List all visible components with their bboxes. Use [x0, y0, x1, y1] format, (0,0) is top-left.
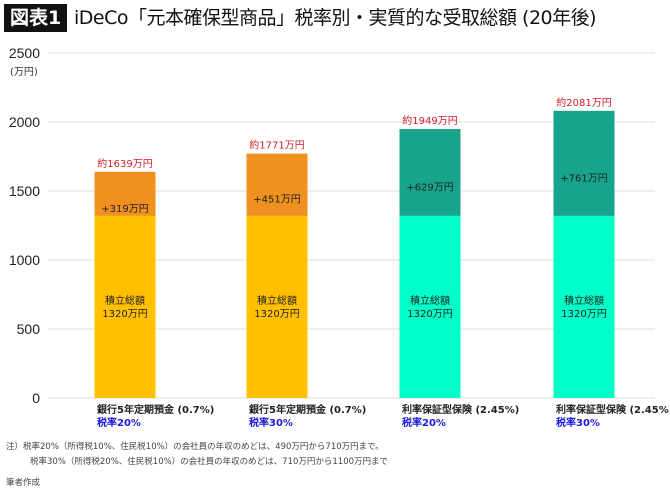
gain-label: +629万円 [406, 182, 453, 193]
y-tick-label: 1000 [9, 252, 40, 268]
base-label-line1: 積立総額 [564, 294, 604, 307]
base-label-line2: 1320万円 [407, 309, 452, 320]
tax-rate-label: 税率20% [402, 416, 446, 429]
bar-base [399, 215, 461, 398]
base-label-line2: 1320万円 [254, 309, 299, 320]
gain-label: +761万円 [560, 173, 607, 184]
bar-base [94, 215, 156, 398]
bar-base [553, 215, 615, 398]
note-line-1: 注）税率20%（所得税10%、住民税10%）の会社員の年収のめどは、490万円か… [6, 442, 384, 452]
y-tick-label: 2500 [9, 45, 40, 61]
bar-gain [553, 110, 615, 216]
source-note: 筆者作成 [6, 478, 41, 488]
category-label: 利率保証型保険 (2.45%) [556, 403, 670, 416]
base-label-line1: 積立総額 [410, 294, 450, 307]
chart-title: iDeCo「元本確保型商品」税率別・実質的な受取総額 (20年後) [74, 7, 597, 29]
y-tick-label: 2000 [9, 114, 40, 130]
tax-rate-label: 税率30% [556, 416, 600, 429]
gain-label: +451万円 [253, 195, 300, 206]
y-tick-label: 0 [32, 390, 40, 406]
y-axis-unit: (万円) [10, 67, 38, 78]
total-label: 約1771万円 [249, 139, 304, 152]
category-label: 銀行5年定期預金 (0.7%) [97, 403, 214, 416]
base-label-line1: 積立総額 [257, 294, 297, 307]
bar-base [246, 215, 308, 398]
bar-gain [399, 129, 461, 216]
y-tick-label: 1500 [9, 183, 40, 199]
figure-badge: 図表1 [4, 4, 68, 32]
note-line-2: 税率30%（所得税20%、住民税10%）の会社員の年収のめどは、710万円から1… [30, 457, 389, 467]
category-label: 銀行5年定期預金 (0.7%) [249, 403, 366, 416]
base-label-line1: 積立総額 [105, 294, 145, 307]
tax-rate-label: 税率30% [249, 416, 293, 429]
total-label: 約2081万円 [556, 96, 611, 109]
total-label: 約1639万円 [97, 157, 152, 170]
y-tick-label: 500 [17, 321, 41, 337]
bar-gain [94, 171, 156, 216]
gain-label: +319万円 [101, 204, 148, 215]
total-label: 約1949万円 [402, 114, 457, 127]
base-label-line2: 1320万円 [102, 309, 147, 320]
category-label: 利率保証型保険 (2.45%) [402, 403, 519, 416]
tax-rate-label: 税率20% [97, 416, 141, 429]
base-label-line2: 1320万円 [561, 309, 606, 320]
bar-gain [246, 153, 308, 216]
